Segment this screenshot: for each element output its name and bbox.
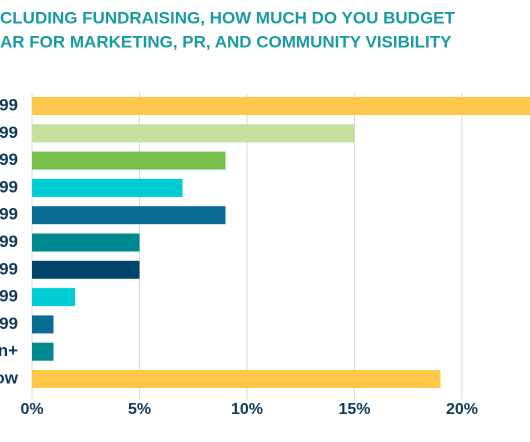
y-tick-label: 99 [0,287,18,306]
bar [32,233,140,252]
bar [32,260,140,279]
y-tick-label: 99 [0,259,18,278]
bar [32,97,530,115]
y-tick-label: 99 [0,177,18,196]
y-tick-label: n+ [0,341,18,360]
y-tick-label: 99 [0,205,18,224]
chart-title: AR FOR MARKETING, PR, AND COMMUNITY VISI… [0,32,452,51]
bar [32,206,226,225]
y-tick-label: 99 [0,150,18,169]
x-tick-label: 15% [338,401,370,418]
x-tick-label: 0% [20,401,43,418]
bar [32,342,54,361]
bar [32,288,75,307]
x-tick-label: 20% [446,401,478,418]
y-tick-label: 99 [0,123,18,142]
bar [32,315,54,334]
y-tick-label: 99 [0,95,18,114]
bar [32,370,441,388]
x-tick-label: 5% [128,401,151,418]
bar [32,151,226,170]
bar [32,178,183,197]
x-tick-label: 10% [231,401,263,418]
chart-title: CLUDING FUNDRAISING, HOW MUCH DO YOU BUD… [0,8,456,27]
y-tick-label: ow [0,368,19,387]
y-tick-label: 99 [0,232,18,251]
y-tick-label: 99 [0,314,18,333]
bar [32,124,355,143]
